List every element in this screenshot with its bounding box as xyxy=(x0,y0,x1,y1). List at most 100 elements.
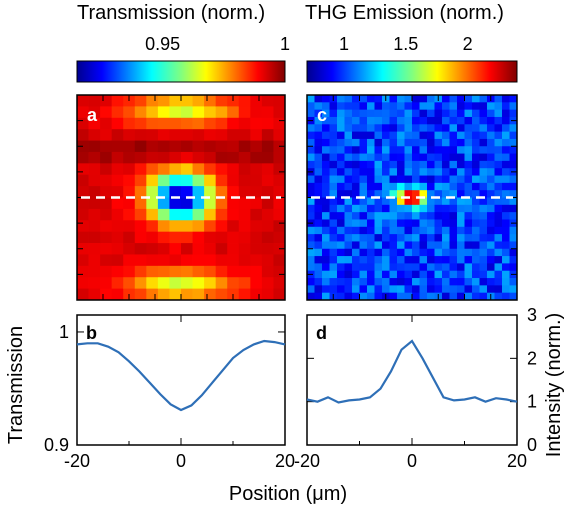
y-tick-label: 0.9 xyxy=(44,435,69,455)
heatmap-cell xyxy=(487,248,495,257)
heatmap-cell xyxy=(502,234,510,242)
heatmap-cell xyxy=(261,277,274,290)
x-tick-label: 20 xyxy=(507,451,527,471)
heatmap-cell xyxy=(382,234,390,242)
heatmap-cell xyxy=(457,146,465,154)
heatmap-cell xyxy=(359,263,368,272)
heatmap-cell xyxy=(337,168,345,176)
heatmap-cell xyxy=(322,175,330,184)
series-line xyxy=(76,339,286,412)
heatmap-cell xyxy=(123,140,136,153)
heatmap-cell xyxy=(397,131,405,140)
heatmap-cell xyxy=(449,168,458,176)
heatmap-cell xyxy=(389,131,398,140)
heatmap-cell xyxy=(314,102,323,111)
heatmap-cell xyxy=(419,95,428,103)
heatmap-cell xyxy=(88,163,101,176)
heatmap-cell xyxy=(434,197,443,206)
heatmap-cell xyxy=(374,285,383,294)
heatmap-cell xyxy=(397,116,405,125)
heatmap-cell xyxy=(479,102,488,111)
heatmap-cell xyxy=(146,95,159,107)
heatmap-cell xyxy=(457,95,465,103)
heatmap-cell xyxy=(509,278,518,286)
heatmap-cell xyxy=(215,174,228,187)
heatmap-cell xyxy=(487,138,495,147)
heatmap-cell xyxy=(389,146,398,154)
heatmap-cell xyxy=(352,241,360,250)
heatmap-cell xyxy=(434,124,443,133)
heatmap-cell xyxy=(427,248,435,257)
heatmap-cell xyxy=(479,278,488,286)
heatmap-cell xyxy=(352,95,360,103)
heatmap-cell xyxy=(273,151,286,164)
colorbar-tick-label: 2 xyxy=(463,34,473,54)
heatmap-cell xyxy=(359,234,368,242)
heatmap-cell xyxy=(389,270,398,279)
heatmap-cell xyxy=(449,278,458,286)
heatmap-cell xyxy=(509,204,518,213)
heatmap-cell xyxy=(169,129,182,141)
heatmap-cell xyxy=(88,254,101,267)
heatmap-cell xyxy=(509,124,518,133)
heatmap-cell xyxy=(389,138,398,147)
heatmap-cell xyxy=(382,241,390,250)
heatmap-cell xyxy=(204,95,217,107)
heatmap-cell xyxy=(227,151,240,164)
heatmap-cell xyxy=(494,263,503,272)
heatmap-cell xyxy=(204,231,217,244)
heatmap-cell xyxy=(322,219,330,228)
heatmap-cell xyxy=(344,234,353,242)
heatmap-cell xyxy=(337,234,345,242)
heatmap-cell xyxy=(502,285,510,294)
heatmap-cell xyxy=(382,102,390,111)
heatmap-cell xyxy=(134,140,147,153)
heatmap-cell xyxy=(509,212,518,220)
heatmap-cell xyxy=(134,231,147,244)
heatmap-cell xyxy=(479,160,488,169)
heatmap-cell xyxy=(146,254,159,267)
heatmap-cell xyxy=(273,106,286,119)
heatmap-cell xyxy=(427,131,435,140)
heatmap-cell xyxy=(479,292,488,301)
heatmap-cell xyxy=(449,226,458,235)
heatmap-cell xyxy=(374,241,383,250)
heatmap-cell xyxy=(367,160,375,169)
heatmap-cell xyxy=(344,146,353,154)
heatmap-cell xyxy=(329,116,338,125)
heatmap-cell xyxy=(427,263,435,272)
heatmap-cell xyxy=(419,182,428,191)
heatmap-cell xyxy=(487,256,495,264)
heatmap-cell xyxy=(314,190,323,198)
heatmap-cell xyxy=(464,175,473,184)
heatmap-cell xyxy=(314,256,323,264)
heatmap-cell xyxy=(307,146,315,154)
heatmap-cell xyxy=(494,212,503,220)
heatmap-cell xyxy=(419,175,428,184)
heatmap-cell xyxy=(250,288,263,301)
heatmap-a: a xyxy=(76,94,286,301)
heatmap-cell xyxy=(344,241,353,250)
heatmap-cell xyxy=(344,263,353,272)
heatmap-cell xyxy=(457,153,465,162)
heatmap-cell xyxy=(261,220,274,233)
heatmap-cell xyxy=(479,234,488,242)
heatmap-cell xyxy=(382,278,390,286)
heatmap-cell xyxy=(314,109,323,118)
heatmap-cell xyxy=(273,129,286,141)
heatmap-cell xyxy=(337,95,345,103)
heatmap-cell xyxy=(134,186,147,198)
heatmap-cell xyxy=(215,288,228,301)
heatmap-cell xyxy=(412,270,420,279)
heatmap-cell xyxy=(494,204,503,213)
heatmap-cell xyxy=(273,186,286,198)
heatmap-cell xyxy=(472,204,480,213)
heatmap-cell xyxy=(123,186,136,198)
heatmap-cell xyxy=(427,292,435,301)
heatmap-cell xyxy=(250,231,263,244)
y-axis-label-left: Transmission xyxy=(5,326,27,444)
heatmap-cell xyxy=(487,241,495,250)
heatmap-cell xyxy=(502,146,510,154)
heatmap-cell xyxy=(494,197,503,206)
heatmap-cell xyxy=(238,106,251,119)
